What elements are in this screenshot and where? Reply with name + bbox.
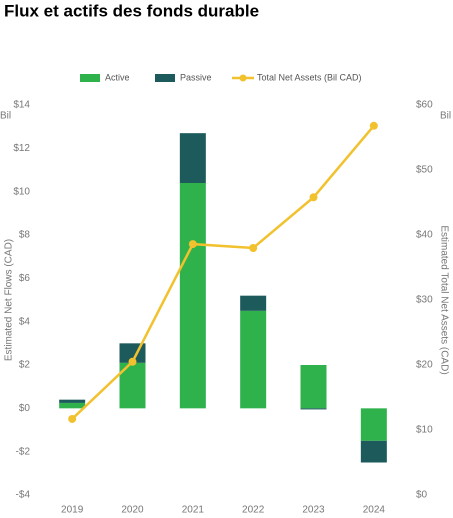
x-tick-label: 2023 [302, 505, 325, 516]
y2-tick-label: $40 [416, 230, 433, 241]
y-tick-label: $6 [19, 273, 31, 284]
x-tick-label: 2021 [182, 505, 205, 516]
y-tick-label: $14 [13, 100, 30, 111]
line-point [128, 357, 137, 366]
bar [360, 440, 387, 463]
bar [300, 408, 327, 410]
x-tick-label: 2020 [121, 505, 144, 516]
legend-label: Passive [180, 72, 212, 82]
y2-tick-label: $10 [416, 425, 433, 436]
y2-unit: Bil [440, 111, 451, 122]
legend-swatch [239, 74, 247, 82]
line-point [309, 193, 318, 202]
y2-tick-label: $20 [416, 360, 433, 371]
line-point [68, 414, 77, 423]
bar [240, 310, 267, 409]
bar [300, 365, 327, 409]
bar [360, 408, 387, 441]
x-tick-label: 2019 [61, 505, 84, 516]
y-tick-label: -$2 [16, 446, 31, 457]
x-tick-label: 2022 [242, 505, 265, 516]
y-tick-label: $4 [19, 316, 31, 327]
y-unit: Bil [0, 111, 11, 122]
y2-axis-title: Estimated Total Net Assets (CAD) [438, 225, 449, 374]
y-tick-label: $12 [13, 143, 30, 154]
bar [240, 295, 267, 311]
y2-tick-label: $50 [416, 165, 433, 176]
legend-label: Active [105, 72, 130, 82]
bar [179, 183, 206, 409]
line [71, 124, 375, 420]
y2-tick-label: $60 [416, 100, 433, 111]
y-tick-label: $0 [19, 403, 31, 414]
y-tick-label: $2 [19, 360, 31, 371]
bar [59, 399, 86, 403]
bar [179, 133, 206, 183]
legend-swatch [155, 74, 175, 82]
legend-label: Total Net Assets (Bil CAD) [257, 72, 362, 82]
x-tick-label: 2024 [363, 505, 386, 516]
y-tick-label: -$4 [16, 490, 31, 501]
line-point [188, 240, 197, 249]
line-point [249, 244, 258, 252]
y2-tick-label: $0 [416, 490, 428, 501]
chart-title: Flux et actifs des fonds durable [4, 1, 259, 20]
bar [59, 402, 86, 409]
y-tick-label: $10 [13, 186, 30, 197]
legend-swatch [80, 74, 100, 82]
y-axis-title: Estimated Net Flows (CAD) [4, 239, 15, 361]
y2-tick-label: $30 [416, 295, 433, 306]
y-tick-label: $8 [19, 230, 31, 241]
line-point [369, 121, 378, 130]
